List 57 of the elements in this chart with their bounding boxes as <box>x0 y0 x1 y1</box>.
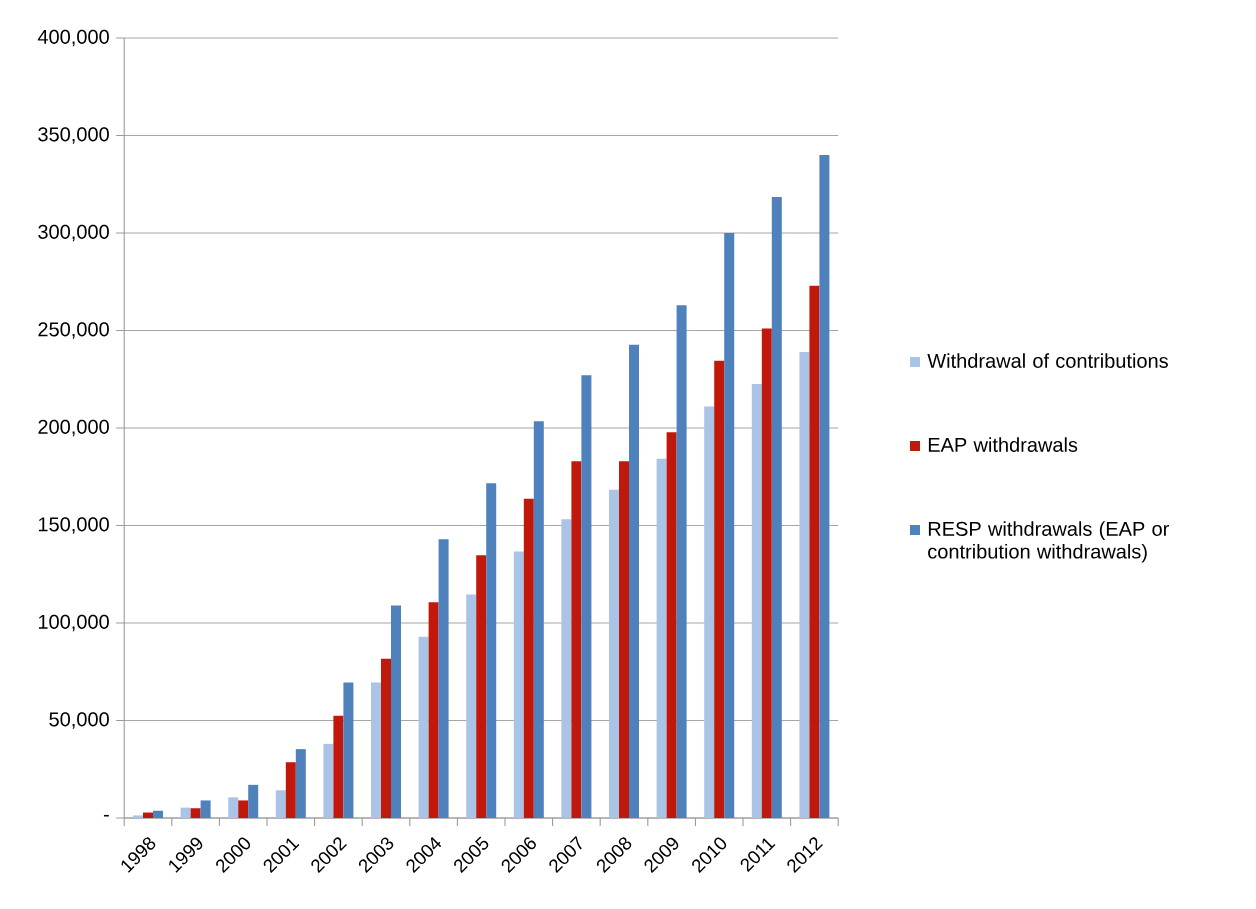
bar <box>571 461 582 818</box>
bar <box>133 815 143 818</box>
bar <box>761 328 772 818</box>
bar <box>704 406 715 818</box>
bar <box>581 375 592 818</box>
bar <box>656 458 667 818</box>
bar <box>751 384 762 818</box>
bar <box>819 154 830 818</box>
bar <box>153 810 164 818</box>
bar <box>476 555 487 818</box>
y-tick-label: 250,000 <box>38 322 109 339</box>
bar <box>513 551 524 818</box>
bar <box>533 421 544 818</box>
bar <box>285 762 296 818</box>
bar <box>629 344 640 818</box>
bar <box>609 489 620 818</box>
bar <box>275 790 286 818</box>
bar <box>771 196 782 818</box>
y-tick-label: - <box>103 814 109 817</box>
bar <box>561 519 572 818</box>
y-tick-label: 350,000 <box>38 127 109 144</box>
y-tick-label: 300,000 <box>38 224 109 242</box>
bar <box>428 602 439 818</box>
bar <box>190 808 201 818</box>
bar <box>666 432 677 818</box>
bar <box>724 232 735 818</box>
bar <box>371 682 382 818</box>
bar <box>714 360 725 818</box>
bar <box>809 285 820 818</box>
y-tick-label: 50,000 <box>49 712 109 729</box>
bar <box>143 812 154 818</box>
legend-label: RESP withdrawals (EAP or contribution withdrawals) <box>928 521 1169 563</box>
legend-label: EAP withdrawals <box>928 437 1078 452</box>
bar <box>343 682 354 818</box>
bar <box>619 461 630 818</box>
bar <box>676 305 687 818</box>
bar <box>466 594 477 818</box>
bar <box>391 605 402 818</box>
bar <box>295 749 306 818</box>
y-tick-label: 200,000 <box>38 419 109 437</box>
bar <box>799 351 810 818</box>
bar <box>418 636 429 818</box>
y-tick-label: 150,000 <box>38 517 109 534</box>
bar <box>228 797 239 818</box>
bar <box>438 539 449 818</box>
bar <box>523 498 534 818</box>
bar <box>486 483 497 818</box>
bar <box>180 807 191 818</box>
bar <box>381 658 392 818</box>
bar <box>248 784 259 818</box>
bar <box>238 800 249 818</box>
bar <box>200 800 211 818</box>
y-tick-label: 400,000 <box>37 29 109 47</box>
bar <box>323 743 334 818</box>
bar <box>333 715 344 818</box>
y-tick-label: 100,000 <box>38 614 109 632</box>
legend-label: Withdrawal of contributions <box>927 353 1168 368</box>
